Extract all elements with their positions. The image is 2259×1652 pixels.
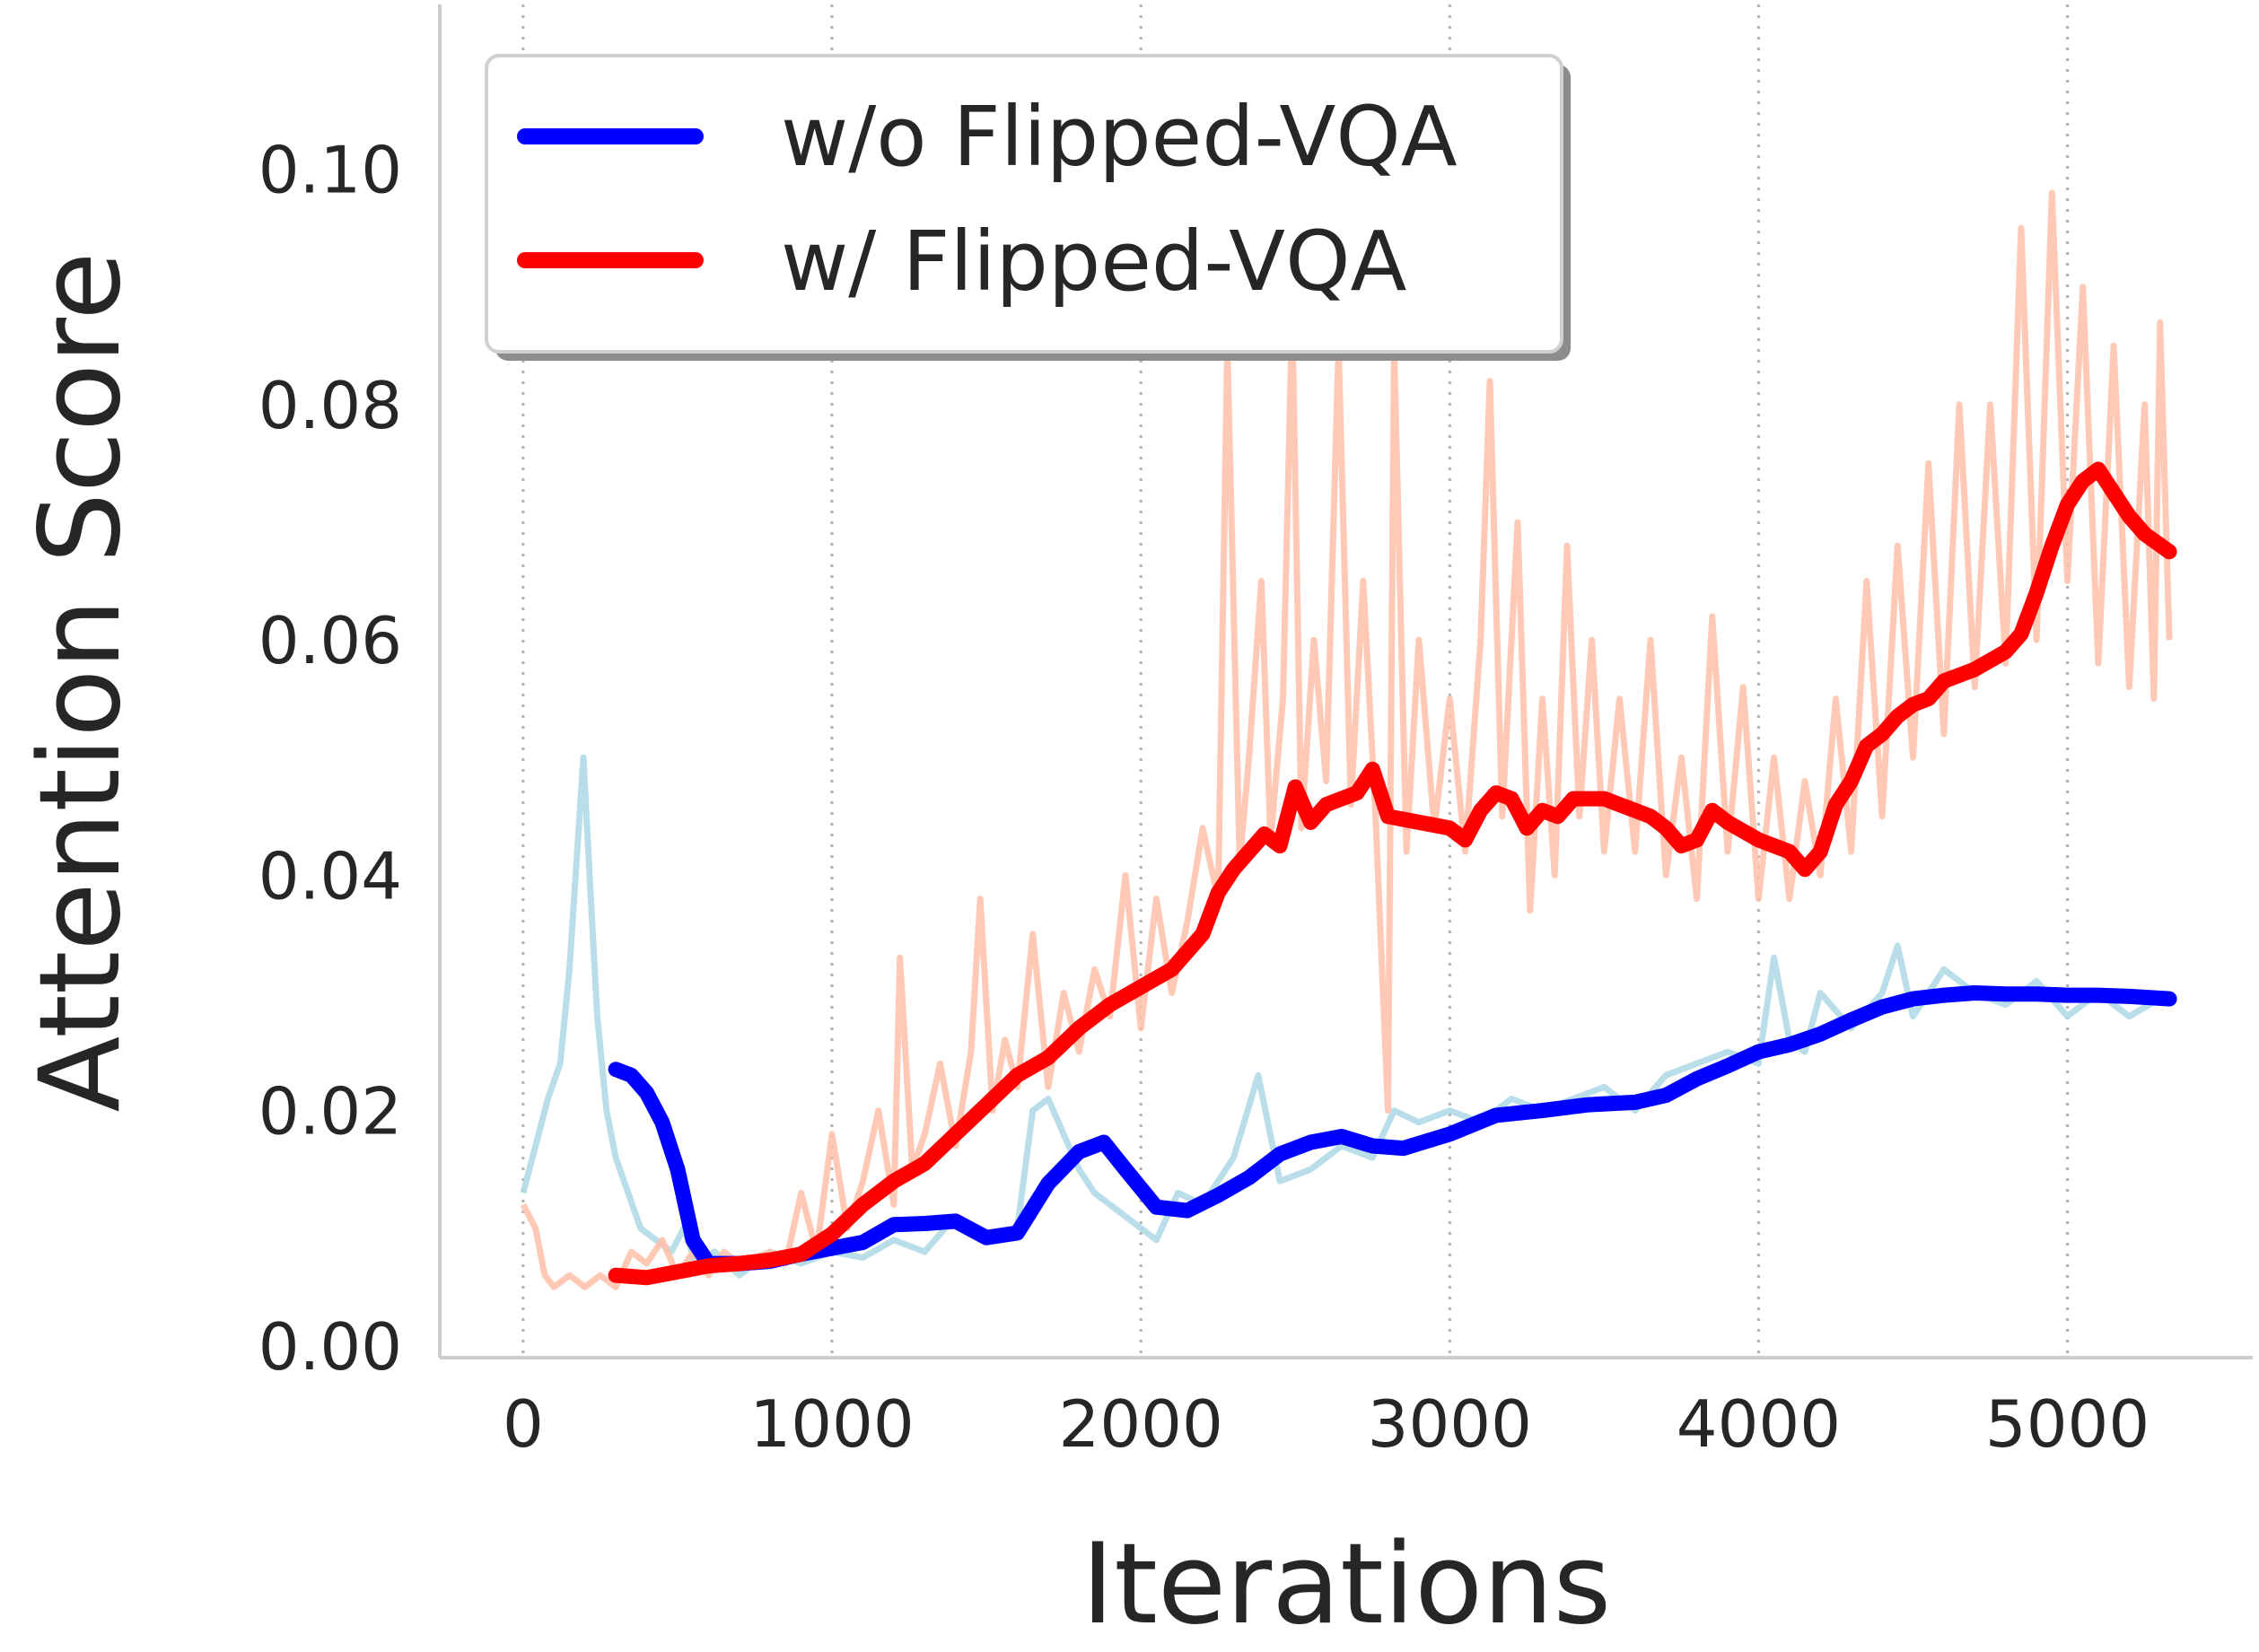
y-tick-label: 0.10: [258, 133, 402, 208]
x-tick-label: 5000: [1985, 1386, 2150, 1462]
smoothed-lines: [608, 461, 2177, 1286]
y-tick-label: 0.06: [258, 603, 402, 678]
x-tick-label: 1000: [749, 1386, 914, 1462]
raw-lines: [520, 189, 2173, 1290]
x-axis-title: Iterations: [1081, 1520, 1612, 1649]
x-tick-label: 3000: [1368, 1386, 1532, 1462]
x-tick-label: 4000: [1677, 1386, 1841, 1462]
x-tick-label: 2000: [1059, 1386, 1223, 1462]
legend-box: [485, 54, 1563, 354]
axes: [438, 4, 2253, 1359]
y-tick-label: 0.08: [258, 368, 402, 443]
y-tick-label: 0.00: [258, 1309, 402, 1385]
y-tick-label: 0.02: [258, 1074, 402, 1149]
legend: w/o Flipped-VQA w/ Flipped-VQA: [485, 54, 1571, 361]
x-tick-label: 0: [503, 1386, 544, 1462]
y-tick-label: 0.04: [258, 838, 402, 913]
smoothed-line-with-flipped-vqa: [608, 461, 2177, 1286]
y-axis-title: Attention Score: [16, 251, 145, 1112]
raw-line-without-flipped-vqa: [520, 754, 2171, 1279]
legend-label-without-flipped-vqa: w/o Flipped-VQA: [781, 89, 1458, 185]
y-tick-labels: 0.00 0.02 0.04 0.06 0.08 0.10: [258, 133, 402, 1385]
raw-line-with-flipped-vqa: [520, 189, 2173, 1290]
x-tick-labels: 0 1000 2000 3000 4000 5000: [503, 1386, 2150, 1462]
legend-label-with-flipped-vqa: w/ Flipped-VQA: [781, 214, 1406, 310]
